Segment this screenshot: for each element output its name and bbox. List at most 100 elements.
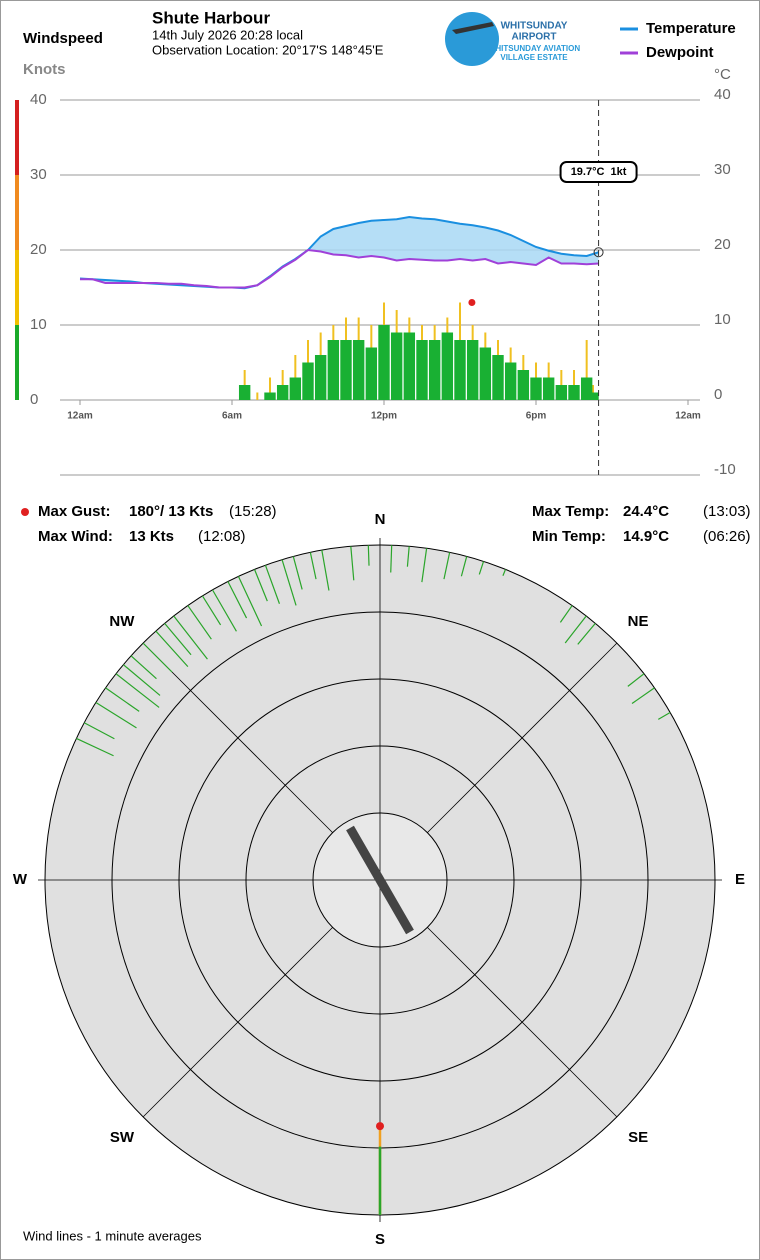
wind-line <box>83 722 115 740</box>
gust-marker <box>468 299 476 306</box>
wind-line <box>227 581 248 619</box>
gust-bar <box>269 377 271 400</box>
wind-line <box>657 711 671 720</box>
wind-line <box>406 546 410 567</box>
y-label: Windspeed <box>23 30 103 47</box>
logo-text: WHITSUNDAY <box>501 21 568 32</box>
logo-plane <box>452 22 494 34</box>
wind-line <box>211 589 237 632</box>
wind-bar <box>365 347 378 400</box>
compass-label: SE <box>628 1129 648 1146</box>
y2-tick-label: 30 <box>714 161 731 178</box>
scale-band <box>15 250 19 325</box>
y-tick-label: 20 <box>30 241 47 258</box>
stat-value: 14.9°C <box>623 528 669 545</box>
wind-bar <box>466 340 479 400</box>
wind-line <box>122 664 161 696</box>
wind-bar <box>555 385 568 400</box>
wind-bar <box>479 347 492 400</box>
wind-bar <box>416 340 428 400</box>
wind-line <box>631 687 655 705</box>
wind-line <box>502 569 507 576</box>
tooltip: 19.7°C 1kt <box>571 166 627 178</box>
wind-line <box>155 630 189 668</box>
wind-bar <box>441 332 454 400</box>
logo-text: WHITSUNDAY AVIATION <box>488 44 581 53</box>
wind-line <box>460 556 468 577</box>
stat-time: (15:28) <box>229 503 277 520</box>
compass-label: NW <box>109 613 135 630</box>
scale-band <box>15 175 19 250</box>
scale-band <box>15 100 19 175</box>
wind-line <box>350 546 355 581</box>
wind-bar <box>302 362 314 400</box>
stat-time: (06:26) <box>703 528 751 545</box>
y2-tick-label: 40 <box>714 86 731 103</box>
compass-label: E <box>735 871 745 888</box>
location: Observation Location: 20°17'S 148°45'E <box>152 42 384 57</box>
rose-spoke <box>427 927 618 1118</box>
stat-label: Max Wind: <box>38 528 113 545</box>
wind-bar <box>517 370 530 400</box>
y2-tick-label: 20 <box>714 236 731 253</box>
stat-time: (12:08) <box>198 528 246 545</box>
x-tick-label: 12am <box>675 411 701 422</box>
rose-spoke <box>142 642 333 833</box>
title: Shute Harbour <box>152 8 270 27</box>
y2-tick-label: -10 <box>714 461 736 478</box>
y2-tick-label: 0 <box>714 386 722 403</box>
wind-line <box>564 615 587 644</box>
wind-line <box>577 622 596 645</box>
wind-bar <box>504 362 517 400</box>
temp-dew-fill <box>80 217 599 289</box>
logo-text: AIRPORT <box>512 32 557 43</box>
wind-line <box>253 569 268 602</box>
date: 14th July 2026 20:28 local <box>152 27 303 42</box>
y-tick-label: 10 <box>30 316 47 333</box>
logo: WHITSUNDAY AIRPORT WHITSUNDAY AVIATION V… <box>445 12 580 66</box>
series-line <box>80 248 599 289</box>
stat-label: Max Gust: <box>38 503 111 520</box>
logo-text: VILLAGE ESTATE <box>500 53 568 62</box>
wind-bar <box>580 377 593 400</box>
wind-line <box>237 576 263 627</box>
wind-line <box>95 701 137 729</box>
wind-bar <box>390 332 403 400</box>
wind-line <box>187 605 212 640</box>
wind-line <box>559 605 573 623</box>
gust-bar <box>585 340 588 400</box>
stat-label: Min Temp: <box>532 528 606 545</box>
wind-line <box>173 615 208 660</box>
wind-bar <box>587 392 599 400</box>
wind-line <box>164 622 192 656</box>
compass-label: S <box>375 1231 385 1248</box>
wind-line <box>264 564 281 604</box>
compass-label: SW <box>110 1129 135 1146</box>
stat-time: (13:03) <box>703 503 751 520</box>
wind-line <box>201 595 222 626</box>
wind-line <box>321 549 330 591</box>
stat-label: Max Temp: <box>532 503 609 520</box>
current-wind <box>346 825 414 935</box>
wind-bar <box>530 377 542 400</box>
rose-spoke <box>142 927 333 1118</box>
x-tick-label: 6pm <box>526 411 547 422</box>
x-tick-label: 12pm <box>371 411 397 422</box>
y-tick-label: 0 <box>30 391 38 408</box>
wind-line <box>130 655 157 680</box>
compass-label: NE <box>628 613 649 630</box>
wind-line <box>105 687 140 712</box>
wind-line <box>478 561 485 575</box>
scale-band <box>15 325 19 400</box>
wind-line <box>76 737 114 757</box>
y2-unit: °C <box>714 66 731 83</box>
rose-spoke <box>427 642 618 833</box>
wind-bar <box>264 392 276 400</box>
tooltip-box <box>559 161 638 183</box>
cursor-point <box>593 247 604 258</box>
y-unit: Knots <box>23 61 66 78</box>
wind-line <box>421 548 428 583</box>
wind-bar <box>340 340 352 400</box>
compass-label: N <box>375 511 386 528</box>
